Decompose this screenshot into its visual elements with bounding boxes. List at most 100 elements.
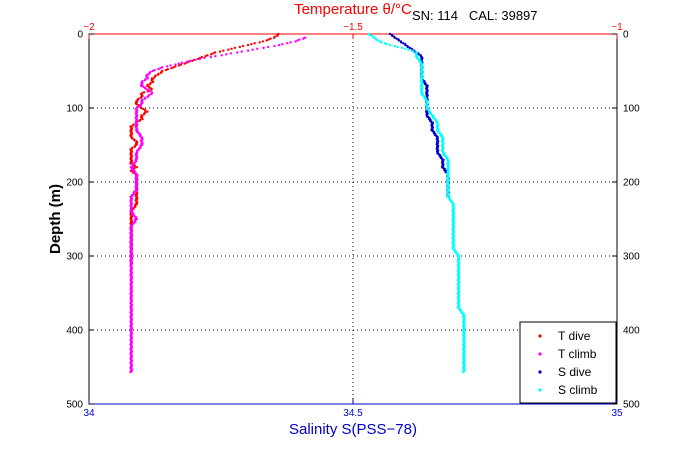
data-point [142,91,146,94]
y-tick-label-left: 500 [66,400,83,411]
data-point [265,39,268,42]
data-point [157,67,160,71]
data-point [250,42,253,46]
legend-label: S climb [558,383,598,397]
data-point [129,162,132,165]
data-point [225,53,228,56]
data-point [273,44,276,48]
data-point [200,55,204,59]
data-point [388,32,392,36]
data-point [401,42,405,45]
bottom-tick-label: 34.5 [343,408,363,419]
data-point [303,36,307,39]
data-point [148,90,151,93]
data-point [266,45,270,49]
data-point [144,109,147,112]
bottom-tick-label: 35 [611,408,623,419]
data-point [153,68,156,72]
data-point [185,60,189,63]
data-point [148,82,152,86]
data-point [370,34,373,38]
top-axis-title: Temperature θ/°C [294,1,412,18]
data-point [146,89,149,92]
data-point [150,92,153,96]
data-point [183,62,186,65]
data-point [151,69,154,73]
data-point [146,110,149,113]
legend-label: S dive [558,365,592,379]
data-point [143,79,146,82]
data-point [129,169,133,173]
data-point [177,62,180,65]
legend-marker [538,370,542,374]
data-point [142,113,146,116]
data-point [404,43,407,47]
data-point [203,56,206,60]
data-point [256,47,259,50]
data-point [400,46,404,50]
bottom-axis-title: Salinity S(PSS−78) [289,421,417,438]
data-point [139,106,143,110]
data-point [296,39,299,42]
data-point [138,104,142,108]
data-point [196,57,200,61]
data-point [412,50,415,53]
top-tick-label: −2 [83,22,95,33]
data-point [275,34,279,38]
data-point [170,67,173,70]
legend-entry: S climb [538,383,598,397]
data-point [393,36,396,39]
y-tick-label-right: 500 [623,400,640,411]
data-point [194,58,197,62]
data-point [148,86,151,89]
series-points [129,32,466,374]
series-t-climb [129,36,307,374]
data-point [206,54,209,57]
data-point [272,36,276,39]
data-point [145,84,149,88]
data-point [141,85,145,88]
data-point [238,45,242,49]
data-point [211,52,215,55]
data-point [141,117,144,121]
data-point [397,39,401,42]
series-t-dive [129,32,280,265]
data-point [151,80,155,84]
legend-items: T dive T climb S dive S climb [538,329,598,397]
data-point [180,61,184,64]
data-point [209,53,213,56]
data-point [368,33,371,37]
data-point [246,49,250,52]
data-point [139,96,143,100]
data-point [376,39,380,42]
data-point [191,59,194,63]
data-point [407,48,410,51]
data-point [174,65,177,68]
data-point [204,55,207,58]
y-tick-label-left: 0 [77,30,83,41]
bottom-tick-label: 34 [83,408,95,419]
top-tick-label: −1 [611,22,623,33]
data-point [294,40,297,43]
data-point [146,77,149,80]
data-point [172,66,175,69]
data-point [395,37,398,40]
data-point [138,119,141,123]
legend-marker [538,352,542,356]
data-point [214,55,217,58]
data-point [385,42,388,46]
data-point [227,48,230,51]
data-point [267,38,270,41]
data-point [229,52,233,55]
data-point [189,59,192,63]
data-point [289,41,292,44]
y-tick-label-right: 300 [623,252,640,263]
data-point [281,42,284,46]
data-point [166,67,170,71]
series-s-climb [367,32,466,374]
data-point [372,36,375,39]
data-point [133,139,136,142]
legend-entry: T dive [538,329,591,343]
